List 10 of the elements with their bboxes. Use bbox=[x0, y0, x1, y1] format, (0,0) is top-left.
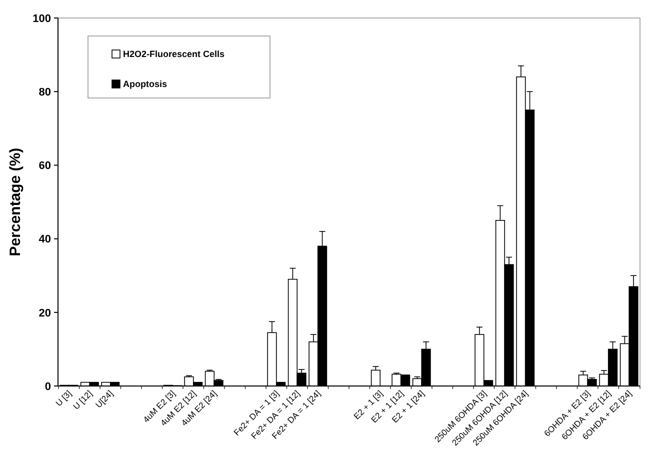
y-tick-label: 20 bbox=[38, 307, 51, 320]
legend-label: H2O2-Fluorescent Cells bbox=[123, 49, 225, 60]
y-tick-label: 60 bbox=[38, 160, 51, 172]
y-tick-label: 80 bbox=[38, 86, 51, 98]
y-tick-label: 40 bbox=[38, 234, 51, 246]
x-tick-label: U [3] bbox=[54, 388, 74, 408]
y-axis-title: Percentage (%) bbox=[7, 148, 24, 256]
y-tick-label: 100 bbox=[32, 12, 51, 25]
y-tick-label: 0 bbox=[44, 380, 51, 393]
legend-label: Apoptosis bbox=[123, 79, 167, 90]
